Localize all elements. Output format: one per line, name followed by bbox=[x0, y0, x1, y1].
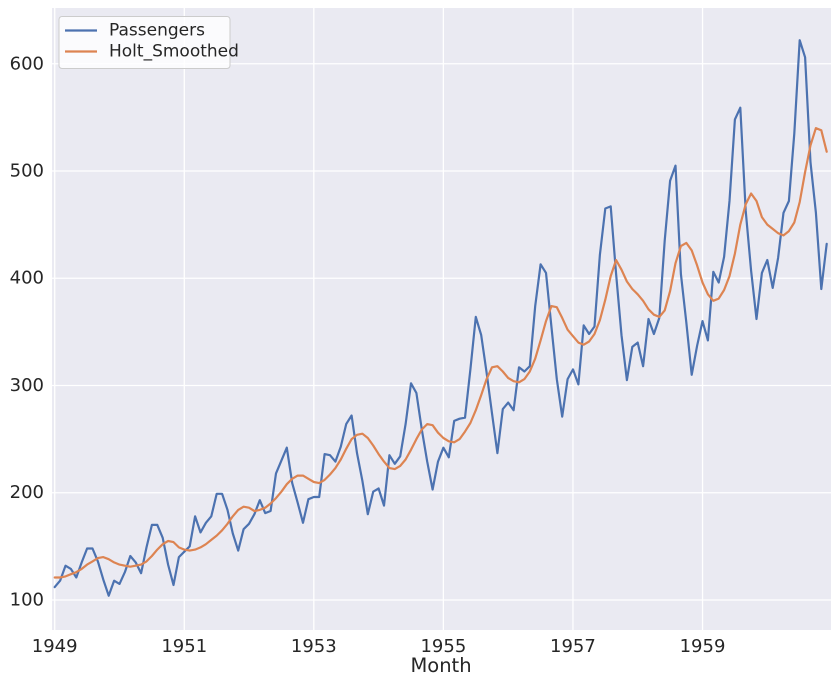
series-lines bbox=[53, 39, 828, 597]
legend-label-passengers: Passengers bbox=[109, 21, 205, 41]
y-tick-label: 500 bbox=[10, 161, 44, 182]
legend-label-holt-smoothed: Holt_Smoothed bbox=[109, 42, 239, 62]
y-axis-tick-labels: 100 200 300 400 500 600 bbox=[10, 53, 44, 610]
x-axis-label: Month bbox=[410, 654, 471, 677]
y-tick-label: 600 bbox=[10, 53, 44, 74]
x-tick-label: 1949 bbox=[32, 636, 78, 657]
plot-area bbox=[52, 8, 831, 630]
holt-smoothed-line bbox=[53, 127, 828, 579]
x-tick-label: 1953 bbox=[291, 636, 337, 657]
x-tick-label: 1957 bbox=[550, 636, 596, 657]
passengers-line bbox=[53, 39, 828, 597]
x-tick-label: 1951 bbox=[161, 636, 207, 657]
x-axis-tick-labels: 1949 1951 1953 1955 1957 1959 bbox=[32, 636, 726, 657]
legend-box bbox=[58, 16, 231, 69]
x-tick-label: 1959 bbox=[680, 636, 726, 657]
x-tick-label: 1955 bbox=[420, 636, 466, 657]
y-tick-label: 200 bbox=[10, 482, 44, 503]
y-tick-label: 400 bbox=[10, 268, 44, 289]
y-tick-label: 100 bbox=[10, 589, 44, 610]
y-tick-label: 300 bbox=[10, 375, 44, 396]
legend: Passengers Holt_Smoothed bbox=[58, 16, 239, 69]
